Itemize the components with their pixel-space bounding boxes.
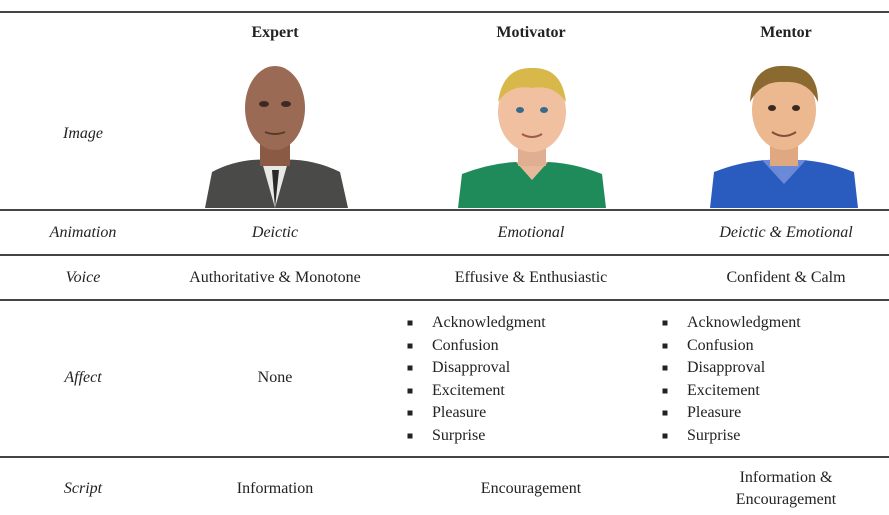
cell-text: Confident & Calm	[726, 269, 846, 286]
list-item: Acknowledgment	[687, 314, 801, 331]
cell-text: None	[257, 369, 293, 386]
list-item: Surprise	[687, 427, 741, 444]
cell-text: Deictic & Emotional	[719, 224, 853, 241]
column-header: Mentor	[760, 24, 812, 41]
bullet	[662, 410, 668, 416]
cell-text: Deictic	[251, 224, 299, 241]
list-item: Pleasure	[432, 404, 487, 422]
bullet	[662, 388, 668, 394]
motivator-avatar	[458, 67, 606, 208]
row-label: Image	[63, 125, 103, 142]
bullet	[662, 320, 668, 326]
column-header: Motivator	[496, 24, 566, 41]
list-item: Excitement	[687, 381, 760, 399]
column-header: Expert	[251, 24, 299, 41]
bullet	[407, 365, 413, 371]
list-item: Acknowledgment	[432, 314, 546, 331]
bullet	[662, 365, 668, 371]
cell-text: Authoritative & Monotone	[189, 269, 361, 286]
rule	[0, 254, 889, 256]
list-item: Confusion	[432, 336, 499, 354]
list-item: Pleasure	[687, 404, 742, 422]
cell-text: Emotional	[497, 224, 565, 241]
bullet	[662, 433, 668, 439]
bullet	[407, 433, 413, 439]
list-item: Excitement	[432, 381, 505, 399]
row-label: Affect	[64, 369, 102, 386]
expert-avatar	[205, 66, 348, 208]
bullet	[407, 410, 413, 416]
cell-text: Encouragement	[735, 491, 837, 508]
rule	[0, 456, 889, 458]
cell-text: Information	[236, 480, 314, 497]
bullet	[662, 343, 668, 349]
row-label: Voice	[65, 269, 101, 286]
rule	[0, 209, 889, 211]
cell-text: Information &	[739, 469, 833, 486]
rule	[0, 299, 889, 301]
list-item: Disapproval	[687, 359, 766, 377]
list-item: Disapproval	[432, 359, 511, 377]
bullet	[407, 388, 413, 394]
row-label: Animation	[49, 224, 117, 241]
bullet	[407, 343, 413, 349]
bullet	[407, 320, 413, 326]
cell-text: Effusive & Enthusiastic	[454, 269, 608, 286]
cell-text: Encouragement	[480, 480, 582, 497]
mentor-avatar	[710, 65, 858, 208]
row-label: Script	[63, 480, 103, 497]
rule	[0, 11, 889, 13]
list-item: Surprise	[432, 427, 486, 444]
list-item: Confusion	[687, 336, 754, 354]
